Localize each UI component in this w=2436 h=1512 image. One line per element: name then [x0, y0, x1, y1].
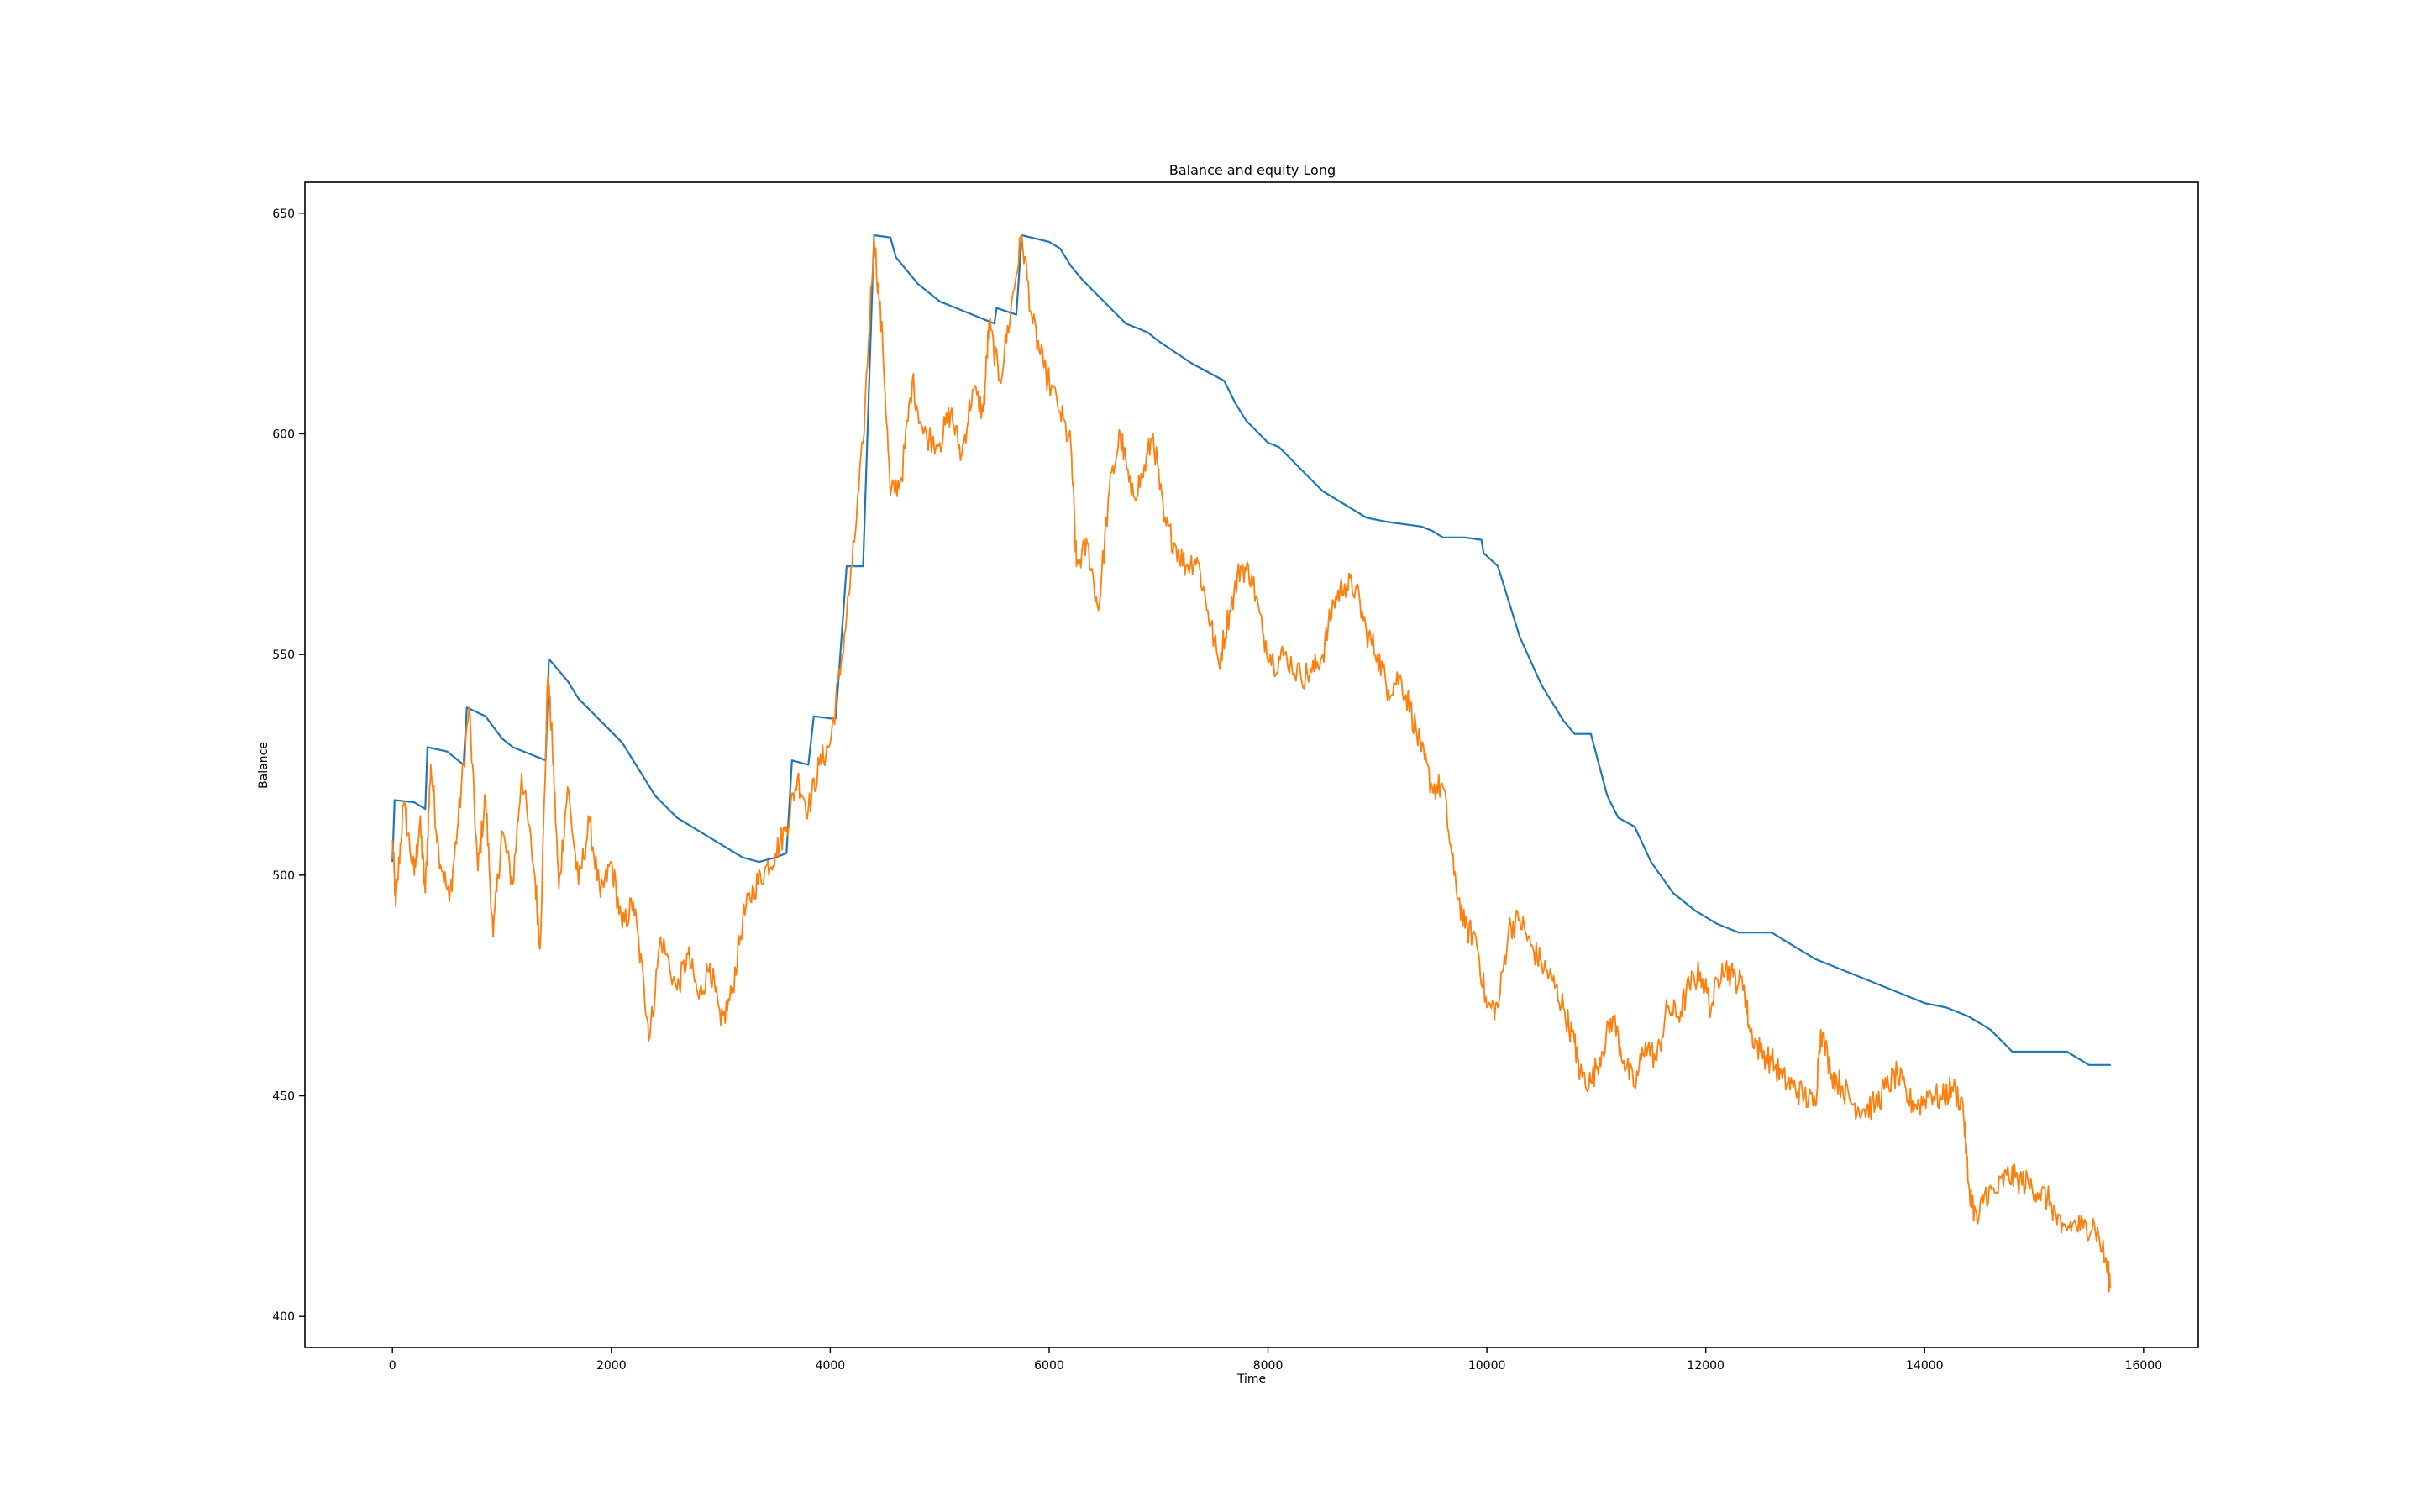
- plot-lines: [391, 234, 2112, 1293]
- y-tick-label: 650: [272, 207, 295, 221]
- x-tick-label: 12000: [1687, 1359, 1725, 1373]
- axes-frame: [304, 181, 2199, 1348]
- y-tick-label: 450: [272, 1090, 295, 1104]
- y-tick-label: 600: [272, 428, 295, 441]
- x-tick-label: 10000: [1468, 1359, 1506, 1373]
- x-tick-label: 0: [389, 1359, 396, 1373]
- y-tick-label: 500: [272, 869, 295, 883]
- x-tick-label: 14000: [1906, 1359, 1944, 1373]
- chart-title: Balance and equity Long: [1169, 162, 1336, 178]
- series-line-1: [391, 234, 2111, 1066]
- x-tick-label: 6000: [1034, 1359, 1064, 1373]
- y-axis-label: Balance: [257, 742, 270, 789]
- x-tick-label: 4000: [816, 1359, 846, 1373]
- x-tick-label: 2000: [596, 1359, 627, 1373]
- series-line-2: [391, 234, 2112, 1293]
- y-axis-ticks: 400 450 500 550 600 650: [272, 207, 305, 1324]
- x-tick-label: 16000: [2125, 1359, 2163, 1373]
- x-axis-label: Time: [1236, 1373, 1266, 1386]
- x-axis-ticks: 0 2000 4000 6000 8000 10000 12000 14000 16000: [389, 1347, 2162, 1373]
- y-tick-label: 400: [272, 1310, 295, 1324]
- x-tick-label: 8000: [1253, 1359, 1284, 1373]
- y-tick-label: 550: [272, 648, 295, 662]
